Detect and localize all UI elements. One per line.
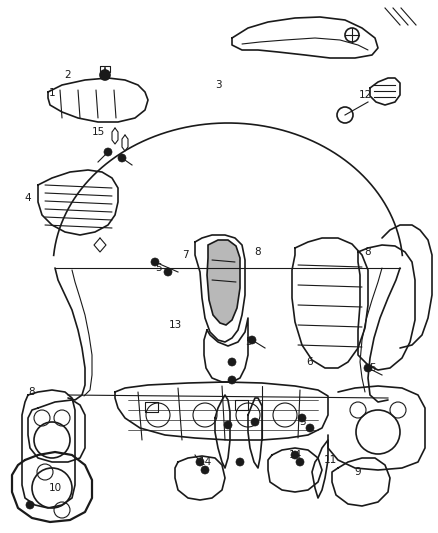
Circle shape — [196, 458, 204, 466]
Text: 8: 8 — [254, 247, 261, 257]
Circle shape — [296, 458, 304, 466]
Circle shape — [251, 418, 259, 426]
Circle shape — [248, 336, 256, 344]
Circle shape — [298, 414, 306, 422]
Text: 2: 2 — [65, 70, 71, 80]
Circle shape — [104, 148, 112, 156]
Text: 14: 14 — [198, 457, 212, 467]
Circle shape — [201, 466, 209, 474]
Text: 10: 10 — [49, 483, 62, 493]
Text: 11: 11 — [323, 455, 337, 465]
Circle shape — [224, 421, 232, 429]
Text: 3: 3 — [215, 80, 221, 90]
Circle shape — [228, 376, 236, 384]
Circle shape — [364, 364, 372, 372]
Circle shape — [291, 451, 299, 459]
Text: 8: 8 — [365, 247, 371, 257]
Text: 5: 5 — [155, 263, 161, 273]
Text: 15: 15 — [92, 127, 105, 137]
Text: 4: 4 — [25, 193, 31, 203]
Polygon shape — [207, 240, 240, 325]
Text: 8: 8 — [28, 387, 35, 397]
Text: 6: 6 — [307, 357, 313, 367]
Text: 12: 12 — [358, 90, 371, 100]
Text: 7: 7 — [182, 250, 188, 260]
Circle shape — [306, 424, 314, 432]
Text: 9: 9 — [355, 467, 361, 477]
Text: 5: 5 — [369, 363, 375, 373]
Circle shape — [164, 268, 172, 276]
Text: 5: 5 — [245, 337, 251, 347]
Circle shape — [228, 358, 236, 366]
Circle shape — [118, 154, 126, 162]
Circle shape — [151, 258, 159, 266]
Circle shape — [26, 501, 34, 509]
Circle shape — [100, 70, 110, 80]
Circle shape — [236, 458, 244, 466]
Text: 5: 5 — [299, 417, 305, 427]
Text: 14: 14 — [288, 450, 302, 460]
Text: 13: 13 — [168, 320, 182, 330]
Text: 1: 1 — [49, 88, 55, 98]
